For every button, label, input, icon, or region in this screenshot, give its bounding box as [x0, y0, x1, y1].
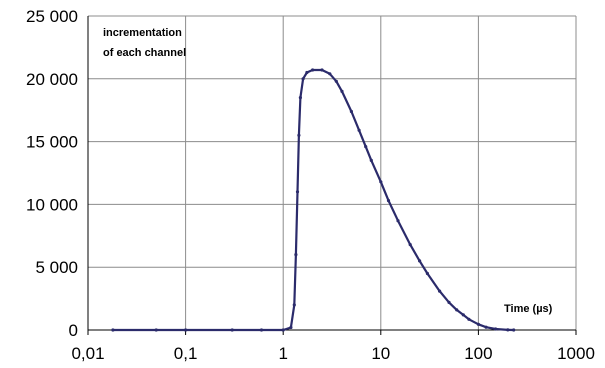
y-tick-labels: 0 5 000 10 000 15 000 20 000 25 000: [26, 7, 78, 340]
data-point: [386, 199, 391, 203]
data-point: [357, 128, 361, 132]
data-point: [295, 190, 300, 194]
grid: [88, 15, 577, 330]
data-point: [305, 70, 309, 75]
x-tick-labels: 0,01 0,1 1 10 100 1000: [71, 344, 594, 363]
data-point: [292, 303, 296, 307]
y-tick-label: 5 000: [35, 258, 78, 277]
data-point: [154, 328, 158, 332]
data-point: [418, 259, 422, 263]
data-point: [379, 180, 383, 184]
annotation-line-2: of each channel: [103, 47, 186, 59]
data-point: [408, 243, 412, 247]
axes: [87, 16, 577, 335]
data-point: [467, 317, 471, 321]
data-point: [438, 289, 442, 293]
y-tick-label: 0: [69, 321, 78, 340]
data-point: [298, 96, 302, 100]
data-point: [281, 328, 285, 332]
data-point: [349, 109, 353, 114]
data-point: [494, 327, 498, 331]
x-tick-label: 100: [464, 344, 492, 363]
data-point: [297, 133, 301, 137]
data-point: [289, 325, 293, 330]
data-point: [294, 253, 298, 257]
data-point: [111, 328, 115, 332]
annotation-line-1: incrementation: [103, 27, 182, 39]
y-tick-label: 15 000: [26, 133, 78, 152]
x-tick-label: 1: [278, 344, 287, 363]
data-point: [506, 328, 510, 332]
data-point: [230, 328, 234, 332]
data-point: [320, 68, 324, 72]
y-tick-label: 20 000: [26, 70, 78, 89]
data-point: [311, 68, 315, 72]
data-point: [369, 158, 373, 162]
series-layer: [111, 68, 516, 332]
x-tick-label: 0,1: [174, 344, 198, 363]
y-tick-label: 25 000: [26, 7, 78, 26]
x-tick-label: 1000: [557, 344, 595, 363]
series-line-0: [112, 68, 514, 332]
data-point: [364, 145, 368, 149]
data-point: [455, 308, 459, 312]
data-point: [461, 313, 465, 317]
data-point: [340, 89, 344, 93]
data-point: [184, 328, 188, 332]
data-point: [512, 328, 516, 332]
x-tick-label: 0,01: [71, 344, 104, 363]
y-tick-label: 10 000: [26, 195, 78, 214]
data-point: [484, 325, 488, 329]
data-point: [425, 271, 429, 276]
data-point: [259, 328, 264, 332]
data-point: [396, 219, 400, 223]
data-point: [334, 79, 338, 83]
data-point: [447, 300, 451, 304]
data-point: [301, 77, 305, 81]
data-point: [476, 322, 480, 326]
x-axis-label: Time (µs): [504, 303, 553, 315]
x-tick-label: 10: [371, 344, 390, 363]
data-point: [328, 72, 332, 76]
